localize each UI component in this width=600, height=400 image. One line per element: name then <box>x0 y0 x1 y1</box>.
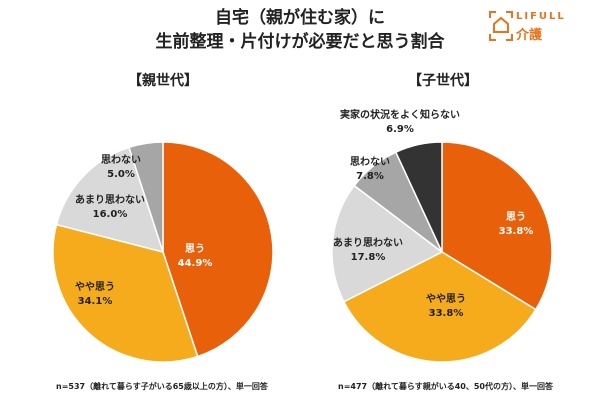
pie-slice <box>52 223 199 363</box>
parent-note: n=537（離れて暮らす子がいる65歳以上の方）、単一回答 <box>56 382 268 391</box>
slice-category-label: 実家の状況をよく知らない <box>340 108 460 121</box>
slice-category-label: やや思う <box>75 281 115 293</box>
title-line-2: 生前整理・片付けが必要だと思う割合 <box>155 32 445 52</box>
slice-value-label: 6.9% <box>386 124 414 135</box>
slice-category-label: あまり思わない <box>75 193 145 206</box>
pie-slice <box>55 146 165 254</box>
slice-value-label: 34.1% <box>78 296 113 307</box>
child-note: n=477（離れて暮らす親がいる40、50代の方）、単一回答 <box>338 382 553 391</box>
pie-slice <box>394 141 443 253</box>
slice-category-label: あまり思わない <box>333 236 403 249</box>
slice-category-label: 思う <box>506 211 526 223</box>
slice-value-label: 16.0% <box>93 209 128 220</box>
lifull-logo-icon <box>489 11 513 41</box>
pie-slice <box>162 141 274 358</box>
slice-category-label: やや思う <box>426 293 466 305</box>
slice-value-label: 33.8% <box>429 308 464 319</box>
title-line-1: 自宅（親が住む家）に <box>215 8 385 28</box>
logo-brand: LIFULL <box>516 11 566 22</box>
slice-value-label: 7.8% <box>356 171 384 182</box>
logo-sub: 介護 <box>516 28 543 43</box>
chart-title: 自宅（親が住む家）に 生前整理・片付けが必要だと思う割合 <box>0 6 600 54</box>
pie-slice <box>128 141 164 253</box>
slice-category-label: 思わない <box>101 154 141 166</box>
child-generation-title: 【子世代】 <box>408 73 478 89</box>
pie-slice <box>441 141 553 311</box>
slice-value-label: 17.8% <box>351 252 386 263</box>
slice-category-label: 思う <box>185 243 205 255</box>
pie-slice <box>331 184 444 303</box>
slice-value-label: 33.8% <box>499 226 534 237</box>
parent-generation-title: 【親世代】 <box>128 73 198 89</box>
pie-slice <box>342 251 537 363</box>
slice-category-label: 思わない <box>350 156 390 168</box>
slice-value-label: 5.0% <box>107 169 135 180</box>
slice-value-label: 44.9% <box>178 258 213 269</box>
